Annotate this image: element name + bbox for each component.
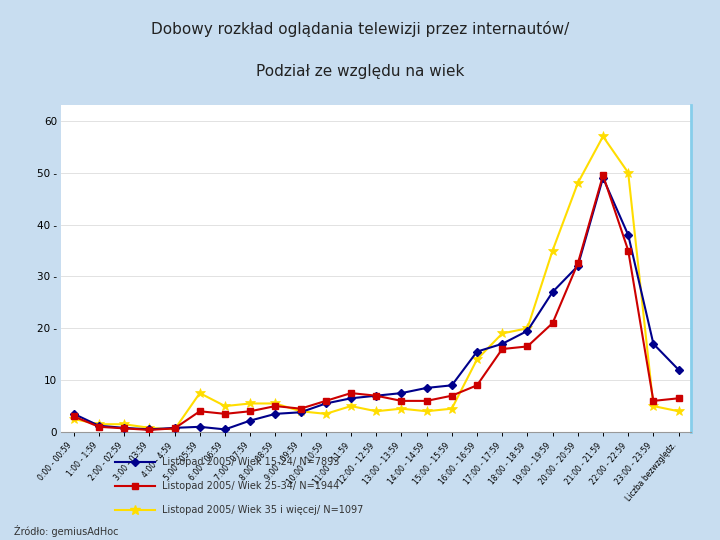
Text: Listopad 2005/ Wiek 35 i więcej/ N=1097: Listopad 2005/ Wiek 35 i więcej/ N=1097 <box>162 505 364 515</box>
Text: Dobowy rozkład oglądania telewizji przez internautów/: Dobowy rozkład oglądania telewizji przez… <box>151 22 569 37</box>
Text: Podział ze względu na wiek: Podział ze względu na wiek <box>256 64 464 79</box>
Text: Listopad 2005/ Wiek 25-34/ N=1944: Listopad 2005/ Wiek 25-34/ N=1944 <box>162 481 339 491</box>
Text: Źródło: gemiusAdHoc: Źródło: gemiusAdHoc <box>14 525 119 537</box>
Text: Listopad 2005/ Wiek 15-24/ N=7893: Listopad 2005/ Wiek 15-24/ N=7893 <box>162 457 339 467</box>
